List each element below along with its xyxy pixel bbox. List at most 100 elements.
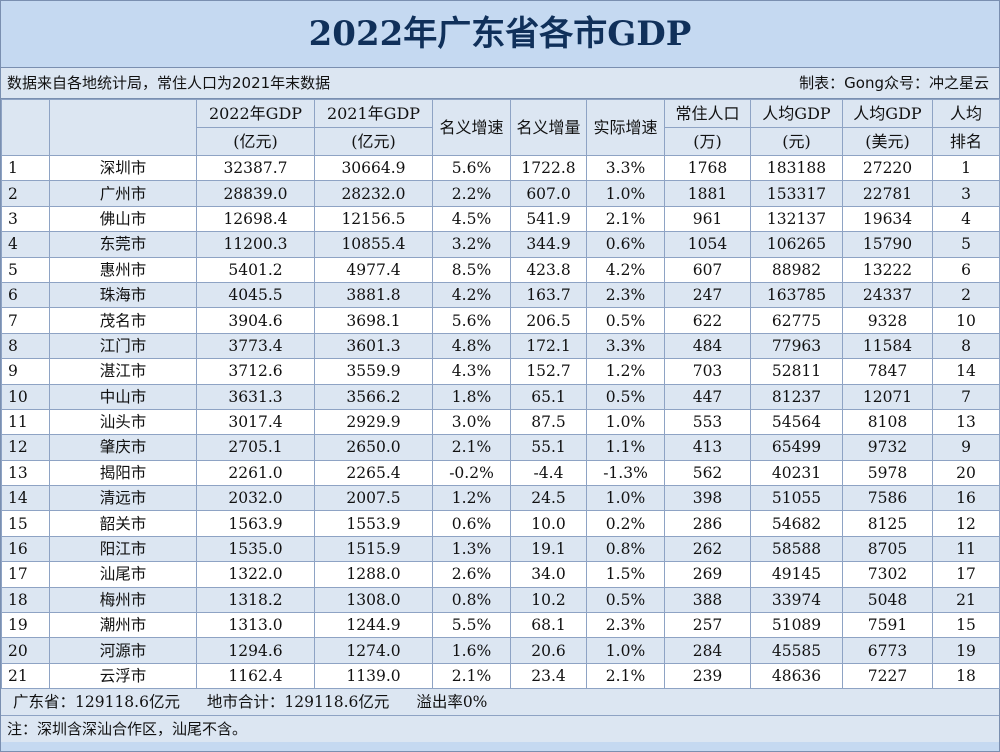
table-cell: 2650.0 [314,434,433,461]
table-cell: 6773 [842,637,933,664]
table-cell: 2 [932,281,1000,309]
table-cell: 58588 [750,535,843,563]
table-cell: 韶关市 [49,510,197,537]
footnote: 注：深圳含深汕合作区，汕尾不含。 [1,716,999,743]
table-cell: 1.0% [586,180,665,207]
table-cell: 15790 [842,231,933,258]
table-cell: 33974 [750,586,843,614]
table-cell: 11200.3 [196,231,315,258]
table-cell: 4 [932,205,1000,233]
table-cell: 45585 [750,637,843,664]
table-cell: 32387.7 [196,154,315,182]
table-row: 18 梅州市 1318.2 1308.0 0.8% 10.2 0.5% 388 33974 504… [1,586,1000,614]
table-cell: 1322.0 [196,561,315,588]
column-header: 常住人口 [664,99,751,128]
table-cell: 1294.6 [196,637,315,664]
overflow-rate: 溢出率0% [416,693,488,712]
table-cell: 3601.3 [314,332,433,360]
table-cell: 3773.4 [196,332,315,360]
column-header: 2021年GDP [314,99,433,128]
table-cell: 703 [664,358,751,385]
table-row: 7 茂名市 3904.6 3698.1 5.6% 206.5 0.5% 622 62775 932… [1,307,1000,334]
table-cell: 51089 [750,612,843,639]
table-cell: 江门市 [49,332,197,360]
table-cell: 17 [1,561,50,588]
table-cell: 8.5% [432,256,511,283]
table-cell: 1274.0 [314,637,433,664]
table-cell: 10855.4 [314,231,433,258]
table-cell: 1.6% [432,637,511,664]
table-row: 9 湛江市 3712.6 3559.9 4.3% 152.7 1.2% 703 52811 784… [1,358,1000,385]
table-cell: 东莞市 [49,231,197,258]
table-cell: 珠海市 [49,281,197,309]
table-cell: 7 [932,383,1000,410]
table-cell: 55.1 [510,434,587,461]
table-cell: 553 [664,408,751,436]
table-cell: 49145 [750,561,843,588]
column-header: 2022年GDP [196,99,315,128]
table-cell: 269 [664,561,751,588]
table-cell: 12698.4 [196,205,315,233]
table-cell: 中山市 [49,383,197,410]
table-cell: 5401.2 [196,256,315,283]
table-cell: 3566.2 [314,383,433,410]
table-cell: 106265 [750,231,843,258]
table-cell: 23.4 [510,662,587,690]
table-cell: 22781 [842,180,933,207]
table-cell: 1288.0 [314,561,433,588]
table-row: 17 汕尾市 1322.0 1288.0 2.6% 34.0 1.5% 269 49145 730… [1,561,1000,588]
table-row: 15 韶关市 1563.9 1553.9 0.6% 10.0 0.2% 286 54682 812… [1,510,1000,537]
city-sum: 地市合计：129118.6亿元 [206,693,390,712]
table-cell: 5048 [842,586,933,614]
table-cell: 茂名市 [49,307,197,334]
table-row: 5 惠州市 5401.2 4977.4 8.5% 423.8 4.2% 607 88982 132… [1,256,1000,283]
table-row: 19 潮州市 1313.0 1244.9 5.5% 68.1 2.3% 257 51089 759… [1,612,1000,639]
table-cell: -1.3% [586,459,665,487]
table-cell: 0.2% [586,510,665,537]
table-cell: 9328 [842,307,933,334]
table-cell: 1563.9 [196,510,315,537]
table-cell: 2007.5 [314,485,433,512]
table-cell: 286 [664,510,751,537]
column-header: 人均 [932,99,1000,128]
table-cell: 3 [932,180,1000,207]
table-cell: 52811 [750,358,843,385]
table-cell: 607.0 [510,180,587,207]
table-cell: 4977.4 [314,256,433,283]
table-cell: 0.6% [586,231,665,258]
table-cell: 423.8 [510,256,587,283]
table-cell: 77963 [750,332,843,360]
table-cell: 21 [1,662,50,690]
table-cell: 961 [664,205,751,233]
table-cell: 62775 [750,307,843,334]
table-cell: 12156.5 [314,205,433,233]
column-header: 人均GDP [750,99,843,128]
table-cell: 34.0 [510,561,587,588]
table-cell: 10 [1,383,50,410]
column-header: 名义增速 [432,99,511,156]
table-row: 21 云浮市 1162.4 1139.0 2.1% 23.4 2.1% 239 48636 722… [1,662,1000,690]
table-cell: 87.5 [510,408,587,436]
table-cell: 1722.8 [510,154,587,182]
table-cell: 河源市 [49,637,197,664]
table-cell: 2.1% [586,205,665,233]
table-cell: 2705.1 [196,434,315,461]
table-cell: 562 [664,459,751,487]
table-cell: 2.3% [586,612,665,639]
info-row: 数据来自各地统计局，常住人口为2021年末数据 制表：Gong众号：冲之星云 [1,68,999,99]
table-row: 2 广州市 28839.0 28232.0 2.2% 607.0 1.0% 1881 15331… [1,180,1000,207]
table-row: 8 江门市 3773.4 3601.3 4.8% 172.1 3.3% 484 77963 115… [1,332,1000,360]
table-cell: 12071 [842,383,933,410]
table-cell: 51055 [750,485,843,512]
table-cell: 阳江市 [49,535,197,563]
table-cell: 7586 [842,485,933,512]
table-cell: 8705 [842,535,933,563]
table-row: 3 佛山市 12698.4 12156.5 4.5% 541.9 2.1% 961 132137… [1,205,1000,233]
table-cell: 153317 [750,180,843,207]
table-cell: 40231 [750,459,843,487]
table-cell: 1313.0 [196,612,315,639]
table-cell: 0.5% [586,307,665,334]
table-row: 16 阳江市 1535.0 1515.9 1.3% 19.1 0.8% 262 58588 870… [1,535,1000,563]
table-cell: 3904.6 [196,307,315,334]
table-cell: 13222 [842,256,933,283]
